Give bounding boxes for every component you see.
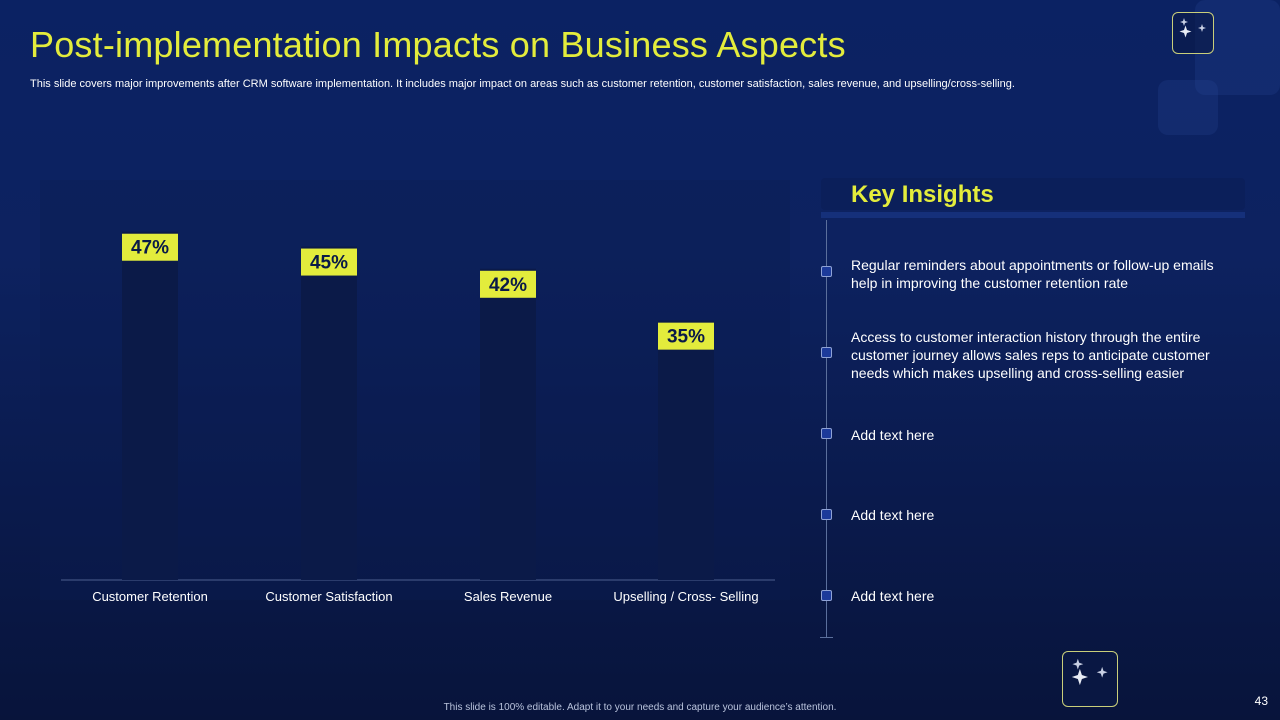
- bullet-marker: [821, 347, 832, 358]
- insight-text: Regular reminders about appointments or …: [851, 257, 1214, 291]
- category-label: Upselling / Cross- Selling: [613, 589, 758, 604]
- data-label: 35%: [667, 327, 705, 348]
- logo: [1172, 12, 1214, 54]
- bar-chart-area: 47% Customer Retention 45% Customer Satisfa…: [40, 180, 790, 604]
- data-label: 42%: [489, 275, 527, 296]
- bar: [658, 320, 714, 580]
- data-label-bg: [122, 233, 178, 261]
- sparkle-stars-icon: [1071, 658, 1108, 686]
- insight-text: Add text here: [851, 427, 935, 443]
- page-number: 43: [1254, 694, 1268, 708]
- bullet-marker: [821, 590, 832, 601]
- bullet-marker: [821, 428, 832, 439]
- bullet-marker: [821, 266, 832, 277]
- data-label: 45%: [310, 253, 348, 274]
- insights-underline: [821, 212, 1245, 218]
- footer-note: This slide is 100% editable. Adapt it to…: [443, 702, 837, 713]
- insights-title: Key Insights: [851, 181, 994, 208]
- category-label: Customer Satisfaction: [265, 589, 392, 604]
- insight-text: Add text here: [851, 588, 935, 604]
- data-label-bg: [301, 248, 357, 276]
- insights-header: Key Insights: [821, 178, 1245, 210]
- bar-chart: 47% Customer Retention 45% Customer Satisfa…: [61, 231, 775, 604]
- bar: [301, 246, 357, 581]
- bullet-marker: [821, 509, 832, 520]
- data-label-bg: [658, 322, 714, 350]
- bar: [480, 268, 536, 580]
- timeline-end-tick: [820, 637, 833, 638]
- category-label: Sales Revenue: [464, 589, 552, 604]
- data-label: 47%: [131, 238, 169, 259]
- bar: [122, 231, 178, 581]
- decorative-square: [1158, 80, 1218, 135]
- sparkle-stars-icon: [1179, 18, 1206, 38]
- page-subtitle: This slide covers major improvements aft…: [30, 78, 1015, 90]
- insight-text: Add text here: [851, 507, 935, 523]
- insight-text: Access to customer interaction history t…: [851, 329, 1210, 381]
- data-label-bg: [480, 270, 536, 298]
- logo: [1062, 651, 1118, 707]
- page-title: Post-implementation Impacts on Business …: [30, 24, 846, 65]
- category-label: Customer Retention: [92, 589, 208, 604]
